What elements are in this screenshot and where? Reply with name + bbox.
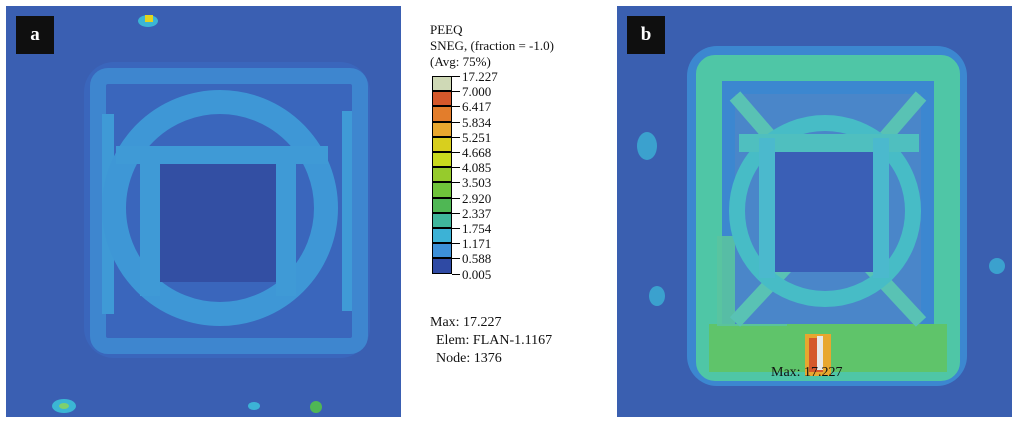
color-swatch	[432, 228, 452, 244]
color-swatch	[432, 76, 452, 92]
color-swatch	[432, 121, 452, 137]
scale-tick	[452, 91, 460, 93]
scale-tick-label: 3.503	[462, 175, 492, 191]
scale-tick	[452, 76, 460, 77]
legend-variable-name: PEEQ	[430, 22, 463, 37]
legend-max-node: Node: 1376	[436, 351, 502, 366]
color-swatch	[432, 106, 452, 122]
scale-tick	[452, 182, 460, 184]
scale-tick	[452, 258, 460, 260]
scale-tick-label: 1.171	[462, 236, 492, 252]
color-swatch	[432, 152, 452, 168]
legend-footer: Max: 17.227 Elem: FLAN-1.1167 Node: 1376	[430, 314, 615, 368]
scale-tick-label: 0.588	[462, 251, 492, 267]
scale-tick-label: 5.834	[462, 114, 492, 130]
contour-panel-a: a	[6, 6, 401, 417]
scale-tick-label: 1.754	[462, 221, 492, 236]
color-swatch	[432, 182, 452, 198]
scale-tick	[452, 167, 460, 169]
scale-tick	[452, 106, 460, 108]
scale-tick-label: 2.337	[462, 205, 492, 221]
max-annotation: Max: 17.227	[771, 365, 843, 380]
scale-tick	[452, 273, 460, 275]
legend-section-point: SNEG, (fraction = -1.0)	[430, 38, 554, 53]
color-swatch	[432, 212, 452, 228]
color-scale: 17.227 7.000 6.417 5.834 5.251 4.668 4.085 3.50…	[430, 69, 615, 310]
color-swatch	[432, 167, 452, 183]
scale-tick-label: 17.227	[462, 69, 498, 84]
scale-tick	[452, 243, 460, 245]
scale-tick	[452, 228, 460, 229]
color-swatch	[432, 91, 452, 107]
legend-max-element: Elem: FLAN-1.1167	[436, 333, 553, 348]
color-swatch	[432, 197, 452, 213]
scale-tick-label: 2.920	[462, 190, 492, 206]
color-swatch	[432, 136, 452, 152]
color-swatch	[432, 258, 452, 274]
contour-panel-b: b Max: 17.227	[617, 6, 1012, 417]
scale-tick-label: 6.417	[462, 99, 492, 115]
panel-label-b: b	[627, 16, 665, 54]
legend-max-value: Max: 17.227	[430, 315, 502, 330]
scale-tick	[452, 136, 460, 138]
legend-header: PEEQ SNEG, (fraction = -1.0) (Avg: 75%)	[430, 22, 615, 70]
scale-tick	[452, 121, 460, 123]
scale-tick	[452, 152, 460, 153]
contour-plot-a	[6, 6, 401, 417]
scale-tick-label: 7.000	[462, 84, 492, 100]
scale-tick-label: 0.005	[462, 266, 492, 282]
scale-tick-label: 4.668	[462, 145, 492, 160]
legend-averaging: (Avg: 75%)	[430, 54, 491, 69]
contour-plot-b	[617, 6, 1012, 417]
scale-tick	[452, 197, 460, 199]
scale-tick-label: 5.251	[462, 129, 492, 145]
panel-label-a: a	[16, 16, 54, 54]
scale-tick-label: 4.085	[462, 160, 492, 176]
contour-legend: PEEQ SNEG, (fraction = -1.0) (Avg: 75%) …	[430, 22, 615, 368]
color-swatch	[432, 243, 452, 259]
scale-tick	[452, 212, 460, 214]
